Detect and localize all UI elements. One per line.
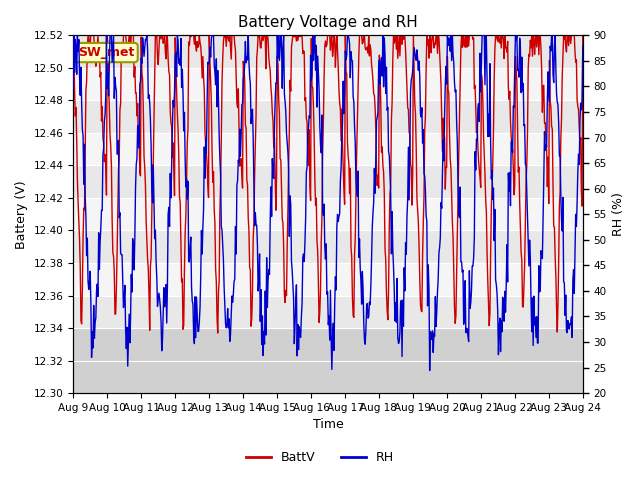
- Bar: [73, 360, 583, 393]
- Text: SW_met: SW_met: [78, 46, 134, 59]
- Y-axis label: RH (%): RH (%): [612, 192, 625, 236]
- Bar: [73, 296, 583, 328]
- Bar: [73, 166, 583, 198]
- Bar: [73, 198, 583, 230]
- X-axis label: Time: Time: [312, 419, 343, 432]
- Bar: [73, 328, 583, 393]
- Bar: [73, 328, 583, 360]
- Bar: [73, 68, 583, 100]
- Title: Battery Voltage and RH: Battery Voltage and RH: [238, 15, 418, 30]
- Bar: [73, 36, 583, 68]
- Bar: [73, 133, 583, 166]
- Legend: BattV, RH: BattV, RH: [241, 446, 399, 469]
- Bar: [73, 263, 583, 296]
- Y-axis label: Battery (V): Battery (V): [15, 180, 28, 249]
- Bar: [73, 100, 583, 133]
- Bar: [73, 230, 583, 263]
